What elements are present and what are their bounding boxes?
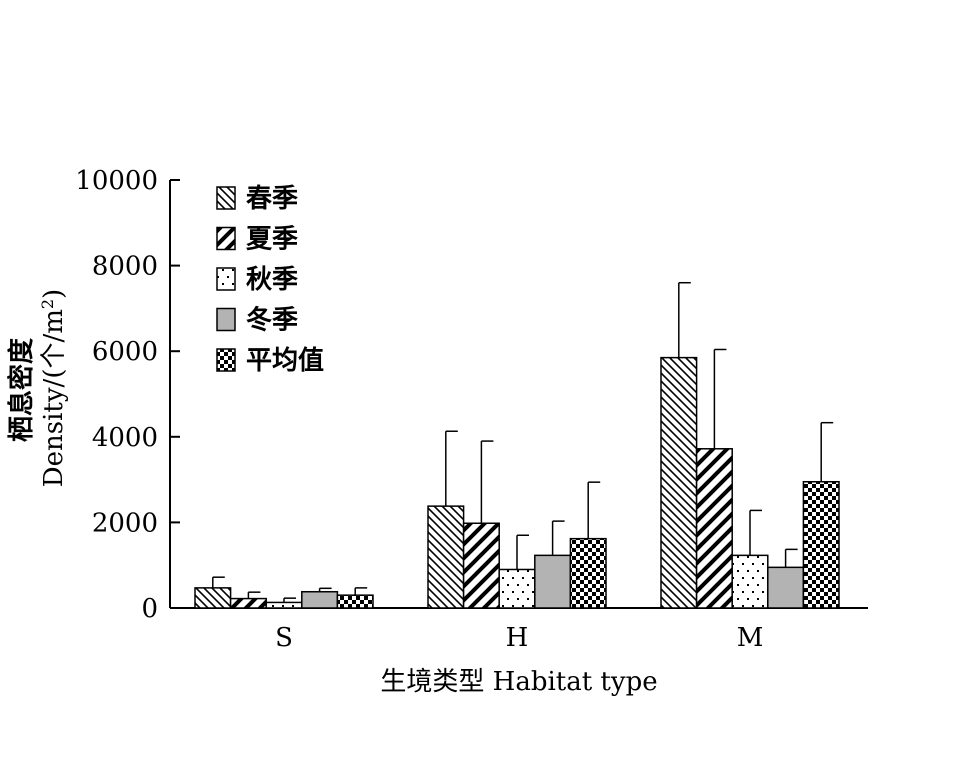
bars	[194, 281, 840, 609]
legend-label: 冬季	[246, 306, 298, 336]
bar	[534, 554, 572, 609]
bar	[336, 594, 374, 609]
legend-swatch	[216, 348, 236, 372]
bar	[301, 590, 339, 609]
x-axis-title: 生境类型 Habitat type	[380, 667, 657, 697]
y-axis-title-line2: Density/(个/m2)	[38, 289, 70, 487]
x-category-label: H	[506, 623, 529, 653]
y-tick-label: 8000	[92, 252, 158, 282]
y-ticks: 0 2000 4000 6000 8000 10000	[75, 166, 180, 624]
y-tick-label: 6000	[92, 337, 158, 367]
x-category-label: S	[275, 623, 293, 653]
bar	[802, 480, 840, 609]
y-tick-label: 10000	[75, 166, 158, 196]
legend-label: 春季	[246, 184, 298, 214]
bar	[695, 448, 733, 609]
legend-swatch	[216, 226, 236, 251]
y-axis-title-line1: 栖息密度	[6, 338, 37, 442]
legend-label: 秋季	[246, 265, 298, 295]
bar	[767, 566, 805, 609]
legend-swatch	[216, 267, 236, 291]
legend-swatch	[216, 186, 236, 210]
legend-label: 平均值	[246, 346, 324, 376]
bar	[427, 505, 465, 609]
bar	[498, 568, 536, 609]
bar	[462, 522, 500, 609]
y-tick-label: 2000	[92, 508, 158, 538]
bar	[229, 597, 267, 609]
bar	[731, 554, 769, 609]
bar	[660, 356, 698, 609]
y-tick-label: 0	[141, 594, 158, 624]
legend-swatch	[216, 307, 236, 332]
legend-label: 夏季	[246, 225, 298, 255]
y-tick-label: 4000	[92, 423, 158, 453]
bar	[265, 601, 303, 609]
bar	[194, 587, 232, 609]
x-category-label: M	[737, 623, 764, 653]
bar	[569, 537, 607, 609]
